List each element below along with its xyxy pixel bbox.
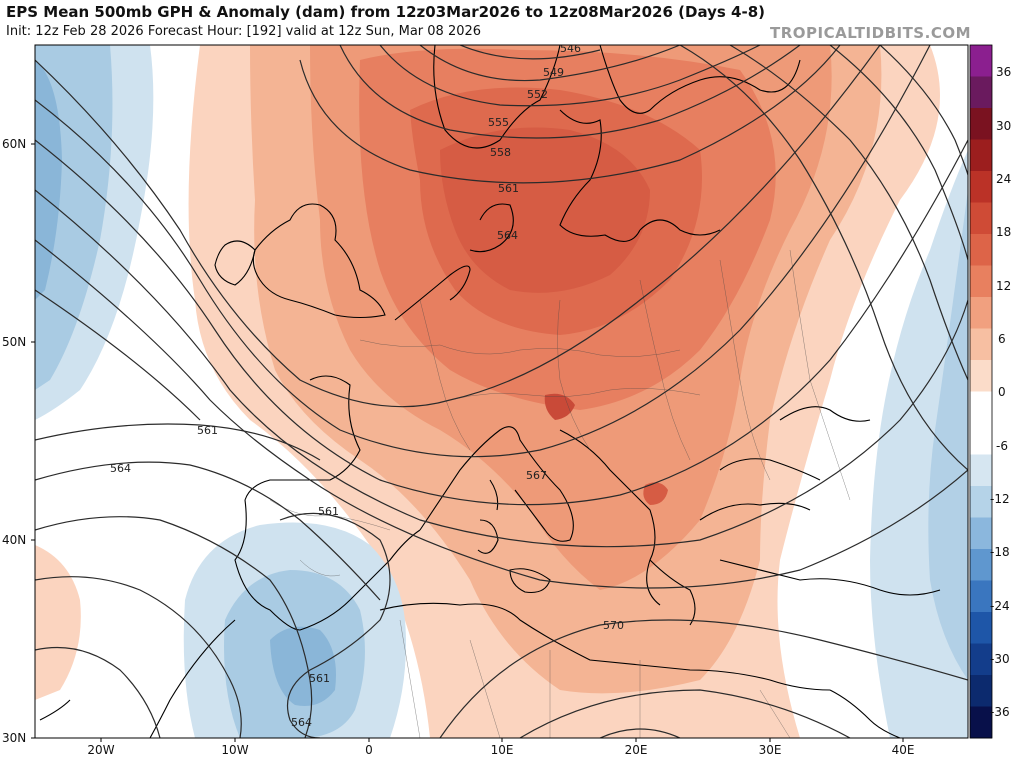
latitude-labels: 60N 50N 40N 30N xyxy=(2,137,26,745)
colorbar-tick-36: 36 xyxy=(996,65,1011,79)
axis-ticks xyxy=(31,143,904,742)
positive-anomaly-shading xyxy=(35,45,941,738)
lon-label-30e: 30E xyxy=(759,743,782,757)
colorbar-tick-neg12: -12 xyxy=(990,492,1010,506)
colorbar-segment xyxy=(970,171,992,203)
colorbar-segment xyxy=(970,517,992,550)
contour-label-561: 561 xyxy=(498,182,519,195)
colorbar-tick-neg30: -30 xyxy=(990,652,1010,666)
colorbar-segment xyxy=(970,76,992,109)
lat-label-50n: 50N xyxy=(2,335,26,349)
lon-label-10w: 10W xyxy=(221,743,248,757)
contour-label-561-west: 561 xyxy=(197,424,218,437)
colorbar-tick-24: 24 xyxy=(996,172,1011,186)
contour-label-555: 555 xyxy=(488,116,509,129)
contour-labels: 546 549 552 555 558 561 564 567 570 561 … xyxy=(110,42,624,729)
contour-label-549: 549 xyxy=(543,66,564,79)
colorbar-tick-6: 6 xyxy=(998,332,1006,346)
colorbar-segment xyxy=(970,549,992,581)
colorbar-tick-30: 30 xyxy=(996,119,1011,133)
colorbar-segment xyxy=(970,108,992,140)
colorbar-tick-neg18: -18 xyxy=(990,545,1010,559)
colorbar-frame xyxy=(969,44,993,739)
colorbar-tick-neg24: -24 xyxy=(990,599,1010,613)
colorbar-segment xyxy=(970,265,992,298)
colorbar-segment xyxy=(970,139,992,172)
colorbar-tick-neg36: -36 xyxy=(990,705,1010,719)
longitude-labels: 20W 10W 0 10E 20E 30E 40E xyxy=(87,743,914,757)
colorbar-segment xyxy=(970,486,992,518)
colorbar-segment xyxy=(970,580,992,613)
anomaly-colorbar xyxy=(969,44,993,739)
colorbar-segment xyxy=(970,328,992,361)
contour-label-564-africa: 564 xyxy=(291,716,312,729)
colorbar-segment xyxy=(970,45,992,77)
colorbar-labels: 36 30 24 18 12 6 0 -6 -12 -18 -24 -30 -3… xyxy=(990,65,1011,719)
contour-label-558: 558 xyxy=(490,146,511,159)
colorbar-tick-neg6: -6 xyxy=(996,439,1008,453)
contour-label-567: 567 xyxy=(526,469,547,482)
colorbar-segment xyxy=(970,612,992,644)
lat-label-60n: 60N xyxy=(2,137,26,151)
colorbar-segment xyxy=(970,454,992,487)
lon-label-40e: 40E xyxy=(892,743,915,757)
colorbar-segment xyxy=(970,423,992,455)
lon-label-10e: 10E xyxy=(491,743,514,757)
colorbar-segment xyxy=(970,234,992,266)
colorbar-segment xyxy=(970,675,992,707)
coastlines xyxy=(39,45,941,738)
contour-label-564-west: 564 xyxy=(110,462,131,475)
colorbar-tick-0: 0 xyxy=(998,385,1006,399)
colorbar-tick-12: 12 xyxy=(996,279,1011,293)
colorbar-segment xyxy=(970,391,992,424)
chart-title: EPS Mean 500mb GPH & Anomaly (dam) from … xyxy=(6,3,766,21)
lat-label-30n: 30N xyxy=(2,731,26,745)
lon-label-20w: 20W xyxy=(87,743,114,757)
colorbar-segment xyxy=(970,360,992,392)
chart-subtitle: Init: 12z Feb 28 2026 Forecast Hour: [19… xyxy=(6,24,482,39)
lon-label-0: 0 xyxy=(365,743,373,757)
contour-label-552: 552 xyxy=(527,88,548,101)
contour-label-561-africa: 561 xyxy=(309,672,330,685)
colorbar-segment xyxy=(970,297,992,329)
colorbar-tick-18: 18 xyxy=(996,225,1011,239)
contour-label-561-iberia: 561 xyxy=(318,505,339,518)
brand-watermark: TROPICALTIDBITS.COM xyxy=(770,24,971,42)
colorbar-segment xyxy=(970,202,992,235)
map-area: 546 549 552 555 558 561 564 567 570 561 … xyxy=(35,42,968,738)
colorbar-segment xyxy=(970,706,992,739)
contour-label-564: 564 xyxy=(497,229,518,242)
contour-label-570: 570 xyxy=(603,619,624,632)
political-borders xyxy=(269,249,851,738)
lon-label-20e: 20E xyxy=(625,743,648,757)
colorbar-segment xyxy=(970,643,992,676)
contour-label-546: 546 xyxy=(560,42,581,55)
lat-label-40n: 40N xyxy=(2,533,26,547)
gph-contours xyxy=(35,45,968,738)
